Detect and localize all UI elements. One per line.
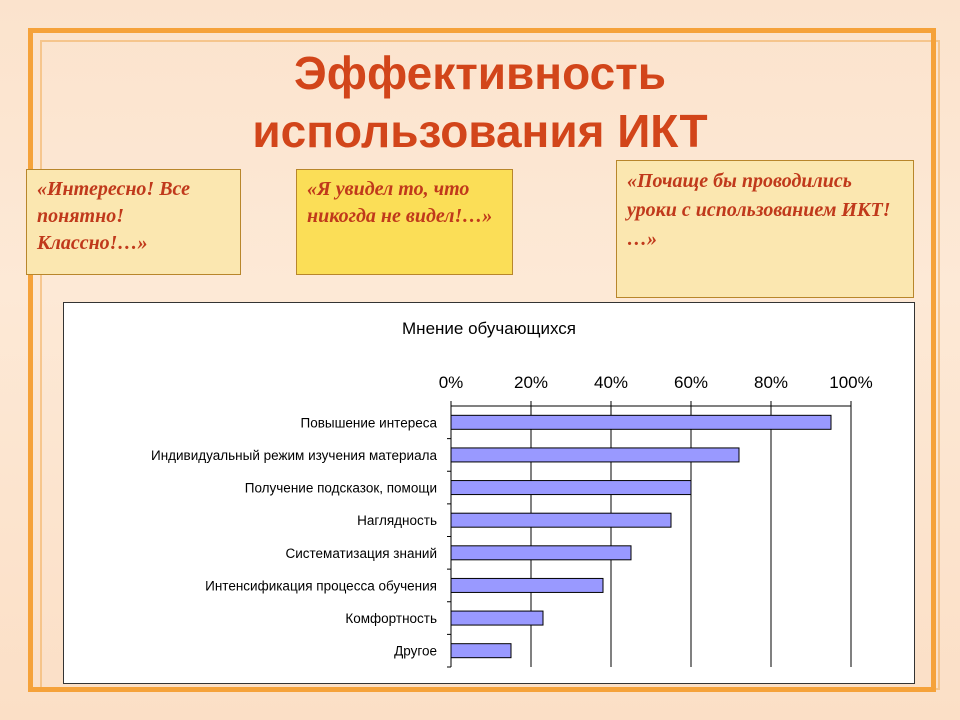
title-line-1: Эффективность [294, 47, 666, 99]
bar [450, 512, 672, 528]
category-label: Наглядность [357, 513, 437, 528]
category-label: Другое [394, 644, 437, 659]
tick-label: 80% [754, 373, 788, 392]
slide-title: Эффективность использования ИКТ [150, 44, 810, 160]
tick-label: 40% [594, 373, 628, 392]
quote-box-1: «Интересно! Все понятно! Классно!…» [26, 169, 241, 275]
bar [450, 643, 512, 659]
tick-label: 0% [439, 373, 464, 392]
quote-box-2: «Я увидел то, что никогда не видел!…» [296, 169, 513, 275]
category-label: Комфортность [345, 611, 437, 626]
tick-label: 100% [829, 373, 872, 392]
bar [450, 414, 832, 430]
category-label: Систематизация знаний [285, 546, 437, 561]
bar [450, 480, 692, 496]
chart-container: Мнение обучающихся 0% 20% 40% 60% 80% 100% Повы… [63, 302, 915, 684]
slide-frame [28, 28, 936, 692]
bar [450, 545, 632, 561]
title-line-2: использования ИКТ [252, 105, 708, 157]
tick-label: 60% [674, 373, 708, 392]
bar-chart: Мнение обучающихся 0% 20% 40% 60% 80% 100% Повы… [151, 319, 873, 668]
category-label: Повышение интереса [301, 415, 438, 430]
tick-label: 20% [514, 373, 548, 392]
bar [450, 447, 740, 463]
category-label: Индивидуальный режим изучения материала [151, 448, 437, 463]
bar [450, 610, 544, 626]
bar [450, 577, 604, 593]
category-label: Получение подсказок, помощи [245, 481, 437, 496]
category-label: Интенсификация процесса обучения [205, 578, 437, 593]
chart-title: Мнение обучающихся [402, 319, 576, 338]
quote-box-3: «Почаще бы проводились уроки с использов… [616, 160, 914, 298]
